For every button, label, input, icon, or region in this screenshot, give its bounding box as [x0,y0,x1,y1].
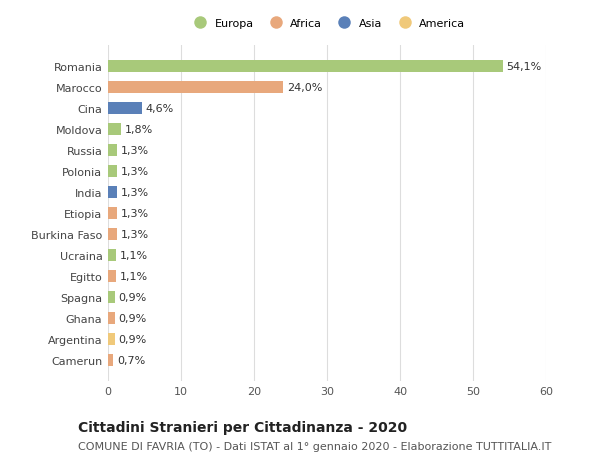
Text: 4,6%: 4,6% [145,104,173,114]
Text: COMUNE DI FAVRIA (TO) - Dati ISTAT al 1° gennaio 2020 - Elaborazione TUTTITALIA.: COMUNE DI FAVRIA (TO) - Dati ISTAT al 1°… [78,441,551,451]
Bar [108,103,142,114]
Bar [108,354,113,366]
Bar [108,166,118,177]
Text: 1,3%: 1,3% [121,146,149,156]
Text: 0,9%: 0,9% [118,292,146,302]
Bar [108,229,118,240]
Bar [108,291,115,303]
Bar [108,313,115,324]
Text: 1,3%: 1,3% [121,230,149,239]
Text: 1,1%: 1,1% [119,271,148,281]
Text: 1,3%: 1,3% [121,208,149,218]
Text: 0,9%: 0,9% [118,313,146,323]
Text: 0,7%: 0,7% [117,355,145,365]
Text: 0,9%: 0,9% [118,334,146,344]
Bar [108,145,118,157]
Bar [108,333,115,345]
Bar [108,207,118,219]
Bar [108,61,503,73]
Bar [108,250,116,261]
Text: 54,1%: 54,1% [506,62,542,72]
Text: 1,3%: 1,3% [121,167,149,177]
Bar [108,82,283,94]
Bar [108,124,121,135]
Legend: Europa, Africa, Asia, America: Europa, Africa, Asia, America [184,15,470,34]
Bar [108,270,116,282]
Bar [108,187,118,198]
Text: Cittadini Stranieri per Cittadinanza - 2020: Cittadini Stranieri per Cittadinanza - 2… [78,420,407,434]
Text: 24,0%: 24,0% [287,83,322,93]
Text: 1,1%: 1,1% [119,250,148,260]
Text: 1,8%: 1,8% [125,125,153,134]
Text: 1,3%: 1,3% [121,188,149,197]
